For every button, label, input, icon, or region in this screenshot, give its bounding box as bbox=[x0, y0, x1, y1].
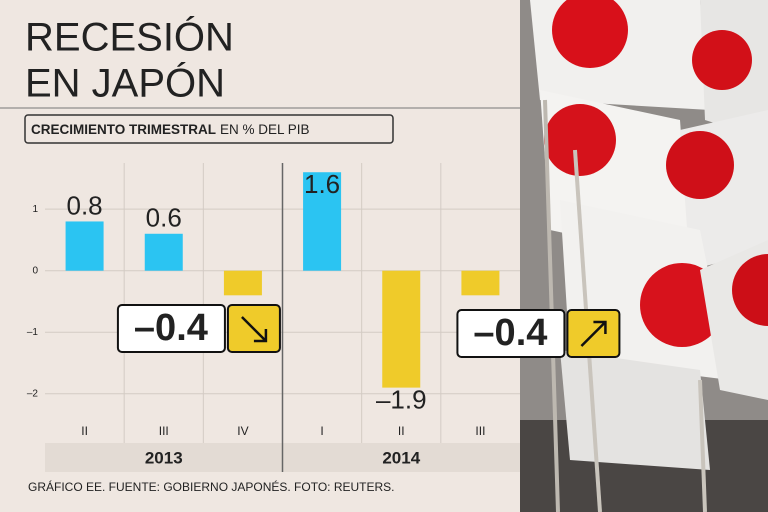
subtitle: CRECIMIENTO TRIMESTRAL EN % DEL PIB bbox=[31, 122, 310, 137]
value-label: –1.9 bbox=[376, 384, 427, 414]
group-label: 2014 bbox=[382, 448, 420, 467]
footer: GRÁFICO EE. FUENTE: GOBIERNO JAPONÉS. FO… bbox=[28, 479, 395, 494]
callout-arrow bbox=[580, 320, 607, 347]
y-tick-label: 0 bbox=[32, 265, 38, 276]
bar bbox=[65, 221, 104, 271]
x-tick-label: I bbox=[320, 424, 323, 438]
bar bbox=[144, 233, 183, 271]
subtitle-bold: CRECIMIENTO TRIMESTRAL bbox=[31, 122, 216, 137]
chart-title: RECESIÓN bbox=[25, 15, 234, 60]
y-tick-label: 1 bbox=[32, 204, 38, 215]
group-label: 2013 bbox=[145, 448, 183, 467]
x-tick-label: II bbox=[81, 424, 88, 438]
value-label: 0.8 bbox=[67, 190, 103, 220]
x-tick-label: III bbox=[475, 424, 485, 438]
bar bbox=[461, 270, 500, 296]
value-label: 1.6 bbox=[304, 169, 340, 199]
x-tick-label: III bbox=[159, 424, 169, 438]
chart-title: EN JAPÓN bbox=[25, 61, 225, 106]
y-tick-label: –2 bbox=[27, 388, 39, 399]
y-tick-label: –1 bbox=[27, 327, 39, 338]
photo bbox=[520, 0, 768, 512]
unit-label: EN % DEL PIB bbox=[220, 122, 310, 137]
callout-arrow bbox=[241, 316, 268, 343]
bar bbox=[382, 270, 421, 388]
bar bbox=[223, 270, 262, 296]
callout-box bbox=[456, 309, 566, 358]
x-tick-label: IV bbox=[237, 424, 248, 438]
x-tick-label: II bbox=[398, 424, 405, 438]
subtitle-box bbox=[24, 114, 394, 144]
callout-label: –0.4 bbox=[473, 312, 547, 354]
callout-label: –0.4 bbox=[134, 307, 208, 349]
value-label: 0.6 bbox=[146, 203, 182, 233]
bar bbox=[303, 172, 342, 271]
callout-box bbox=[116, 304, 226, 353]
